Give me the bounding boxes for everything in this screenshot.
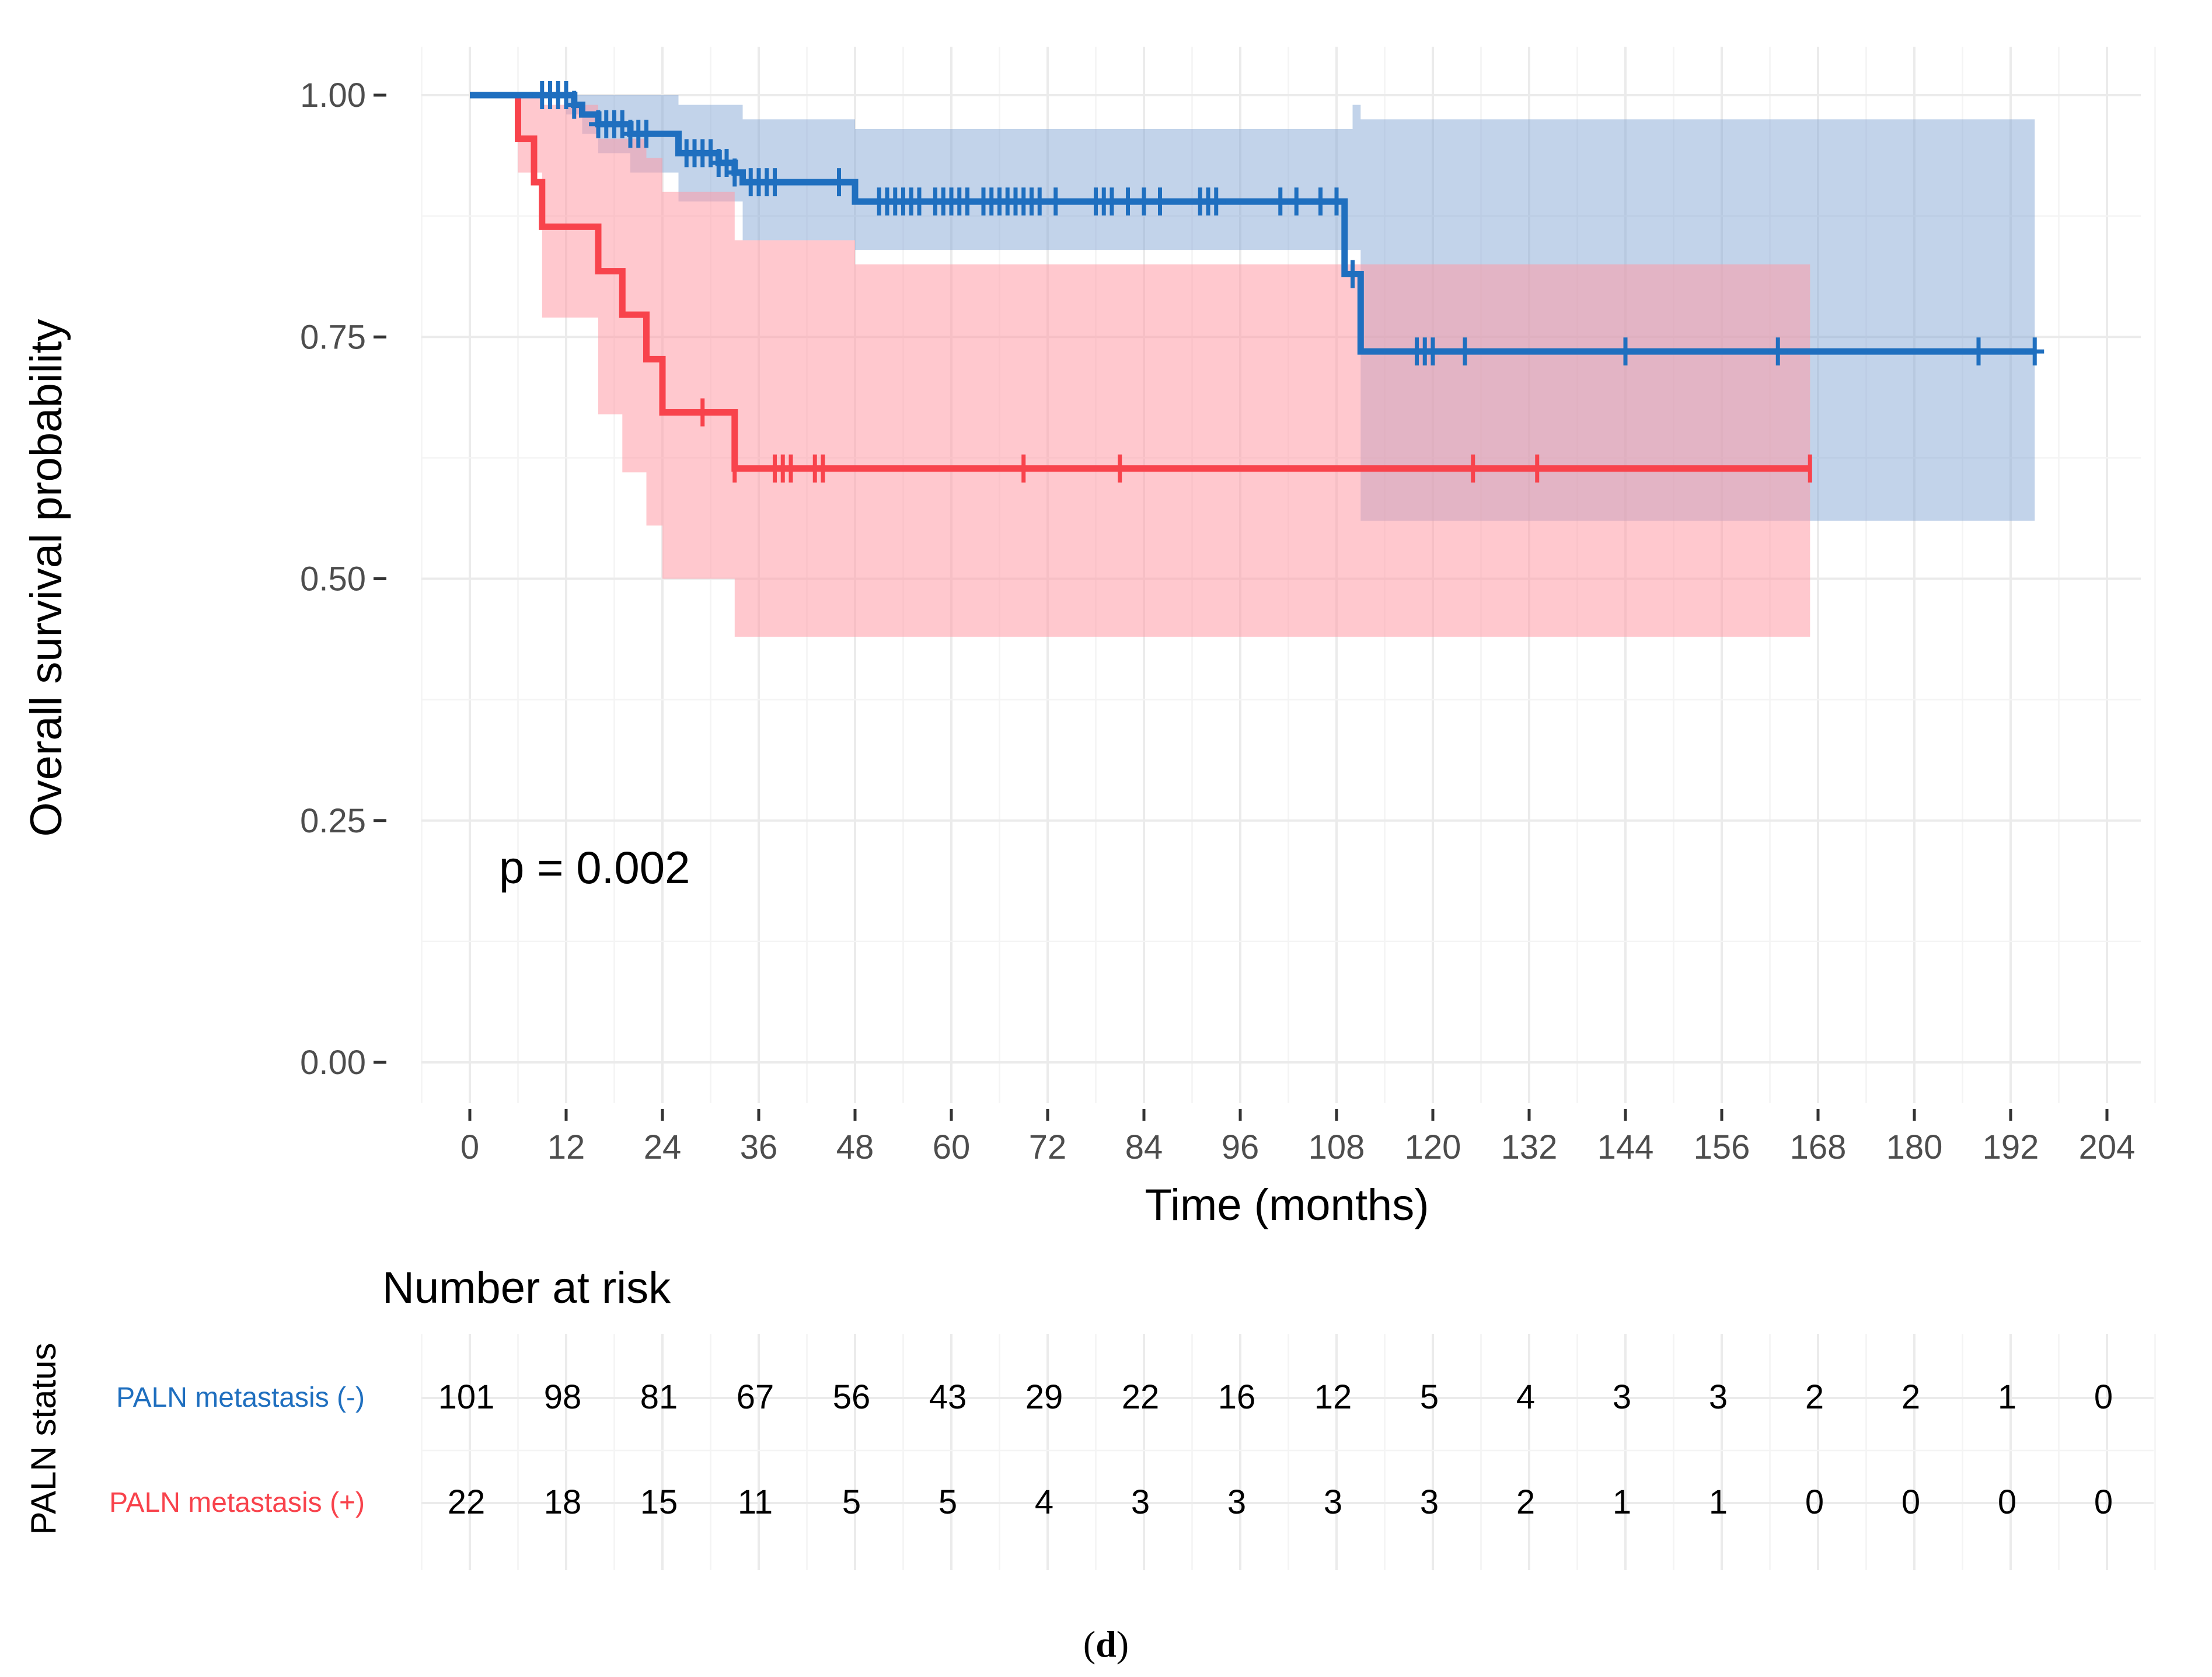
km-plot-panel: 0.00 0.25 0.50 0.75 1.00 0 12 24 36 48 60 72 84 96 10… <box>22 47 2156 1230</box>
y-tick-label: 0.00 <box>300 1044 366 1082</box>
y-tick-label: 0.25 <box>300 802 366 840</box>
risk-table-strata-title: PALN status <box>24 1343 63 1535</box>
x-tick-label: 72 <box>1029 1128 1067 1166</box>
risk-table-values: 101 98 81 67 56 43 29 22 16 12 5 4 3 3 2 2 1 022 18 15 11 5 5 4… <box>438 1378 2113 1521</box>
panel-label: (d) <box>1083 1623 1129 1665</box>
risk-value-negative: 56 <box>833 1378 871 1416</box>
risk-value-negative: 2 <box>1805 1378 1824 1416</box>
risk-value-positive: 0 <box>1805 1483 1824 1521</box>
risk-value-positive: 3 <box>1420 1483 1439 1521</box>
risk-value-negative: 2 <box>1902 1378 1920 1416</box>
risk-value-positive: 18 <box>544 1483 582 1521</box>
risk-value-negative: 81 <box>640 1378 678 1416</box>
risk-row-label-positive: PALN metastasis (+) <box>109 1487 365 1518</box>
risk-value-negative: 22 <box>1122 1378 1160 1416</box>
p-value-annotation: p = 0.002 <box>499 842 690 893</box>
x-tick-label: 168 <box>1790 1128 1847 1166</box>
x-tick-label: 96 <box>1222 1128 1259 1166</box>
x-axis-title: Time (months) <box>1145 1180 1429 1230</box>
risk-table: Number at risk PALN status PALN metastas… <box>24 1263 2156 1570</box>
x-tick-label: 0 <box>460 1128 479 1166</box>
risk-value-positive: 3 <box>1131 1483 1150 1521</box>
x-tick-label: 180 <box>1886 1128 1943 1166</box>
risk-value-positive: 5 <box>842 1483 861 1521</box>
risk-value-positive: 1 <box>1709 1483 1728 1521</box>
x-tick-label: 192 <box>1983 1128 2039 1166</box>
risk-value-positive: 2 <box>1516 1483 1535 1521</box>
risk-value-negative: 3 <box>1613 1378 1631 1416</box>
panel-label-close: ) <box>1117 1623 1129 1665</box>
risk-value-negative: 3 <box>1709 1378 1728 1416</box>
risk-value-negative: 1 <box>1998 1378 2016 1416</box>
risk-value-negative: 12 <box>1314 1378 1352 1416</box>
x-tick-label: 12 <box>547 1128 585 1166</box>
risk-value-negative: 0 <box>2094 1378 2113 1416</box>
survival-curve-positive <box>470 92 1810 472</box>
risk-value-positive: 3 <box>1324 1483 1342 1521</box>
panel-label-open: ( <box>1083 1623 1095 1665</box>
risk-value-positive: 15 <box>640 1483 678 1521</box>
ci-band-positive <box>470 95 1810 637</box>
x-tick-label: 156 <box>1694 1128 1750 1166</box>
risk-table-grid <box>421 1334 2156 1570</box>
y-tick-label: 0.75 <box>300 318 366 356</box>
risk-value-negative: 98 <box>544 1378 582 1416</box>
risk-value-negative: 43 <box>929 1378 967 1416</box>
x-tick-label: 84 <box>1125 1128 1163 1166</box>
risk-value-positive: 1 <box>1613 1483 1631 1521</box>
risk-value-positive: 0 <box>2094 1483 2113 1521</box>
risk-value-negative: 5 <box>1420 1378 1439 1416</box>
risk-value-positive: 5 <box>938 1483 957 1521</box>
y-tick-label: 0.50 <box>300 560 366 598</box>
y-tick-label: 1.00 <box>300 76 366 114</box>
risk-value-negative: 67 <box>737 1378 774 1416</box>
x-tick-label: 60 <box>933 1128 971 1166</box>
risk-row-label-negative: PALN metastasis (-) <box>116 1382 365 1413</box>
x-tick-label: 24 <box>644 1128 682 1166</box>
x-axis-ticks: 0 12 24 36 48 60 72 84 96 108 120 132 144 156 168 180 19… <box>460 1109 2136 1166</box>
confidence-bands <box>470 95 2035 637</box>
risk-value-negative: 16 <box>1218 1378 1256 1416</box>
panel-label-letter: d <box>1095 1623 1117 1665</box>
x-tick-label: 108 <box>1309 1128 1365 1166</box>
risk-value-negative: 4 <box>1516 1378 1535 1416</box>
x-tick-label: 204 <box>2079 1128 2136 1166</box>
risk-value-positive: 0 <box>1902 1483 1920 1521</box>
x-tick-label: 48 <box>836 1128 874 1166</box>
risk-value-positive: 0 <box>1998 1483 2016 1521</box>
risk-value-positive: 4 <box>1035 1483 1053 1521</box>
censor-marks <box>532 81 2044 483</box>
risk-value-negative: 29 <box>1025 1378 1063 1416</box>
x-tick-label: 132 <box>1501 1128 1558 1166</box>
y-axis-ticks: 0.00 0.25 0.50 0.75 1.00 <box>300 76 386 1082</box>
risk-value-negative: 101 <box>438 1378 495 1416</box>
risk-value-positive: 22 <box>448 1483 486 1521</box>
risk-value-positive: 3 <box>1227 1483 1246 1521</box>
x-tick-label: 36 <box>740 1128 778 1166</box>
risk-value-positive: 11 <box>738 1483 773 1521</box>
risk-table-title: Number at risk <box>382 1263 671 1313</box>
x-tick-label: 144 <box>1597 1128 1654 1166</box>
x-tick-label: 120 <box>1405 1128 1461 1166</box>
y-axis-title: Overall survival probability <box>22 319 71 837</box>
